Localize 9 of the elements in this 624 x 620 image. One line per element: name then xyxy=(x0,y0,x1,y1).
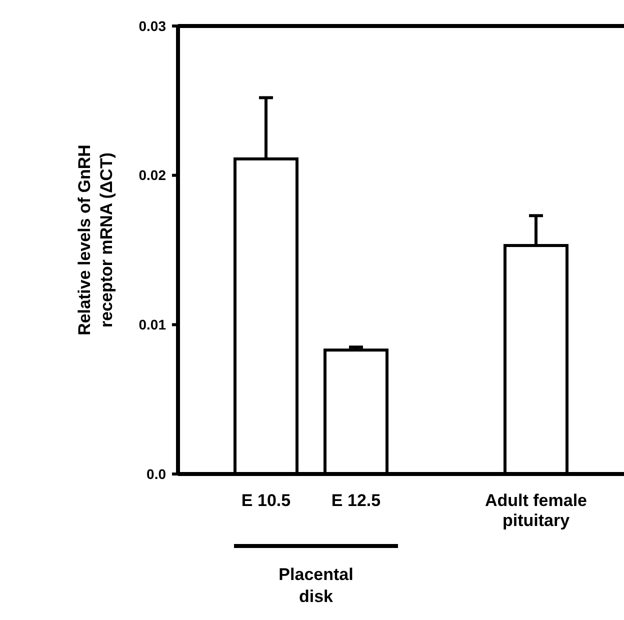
x-tick-label: E 10.5 xyxy=(241,491,291,510)
y-axis-title: Relative levels of GnRH receptor mRNA (ΔCT) xyxy=(75,144,116,336)
y-tick-label: 0.0 xyxy=(146,466,166,482)
x-tick-label: E 12.5 xyxy=(331,491,381,510)
y-tick-label: 0.01 xyxy=(138,316,166,333)
x-tick-label: Adult female pituitary xyxy=(484,491,588,530)
text: Placental disk xyxy=(278,565,354,606)
y-tick-label: 0.03 xyxy=(138,18,166,34)
y-tick-label: 0.02 xyxy=(138,167,166,184)
